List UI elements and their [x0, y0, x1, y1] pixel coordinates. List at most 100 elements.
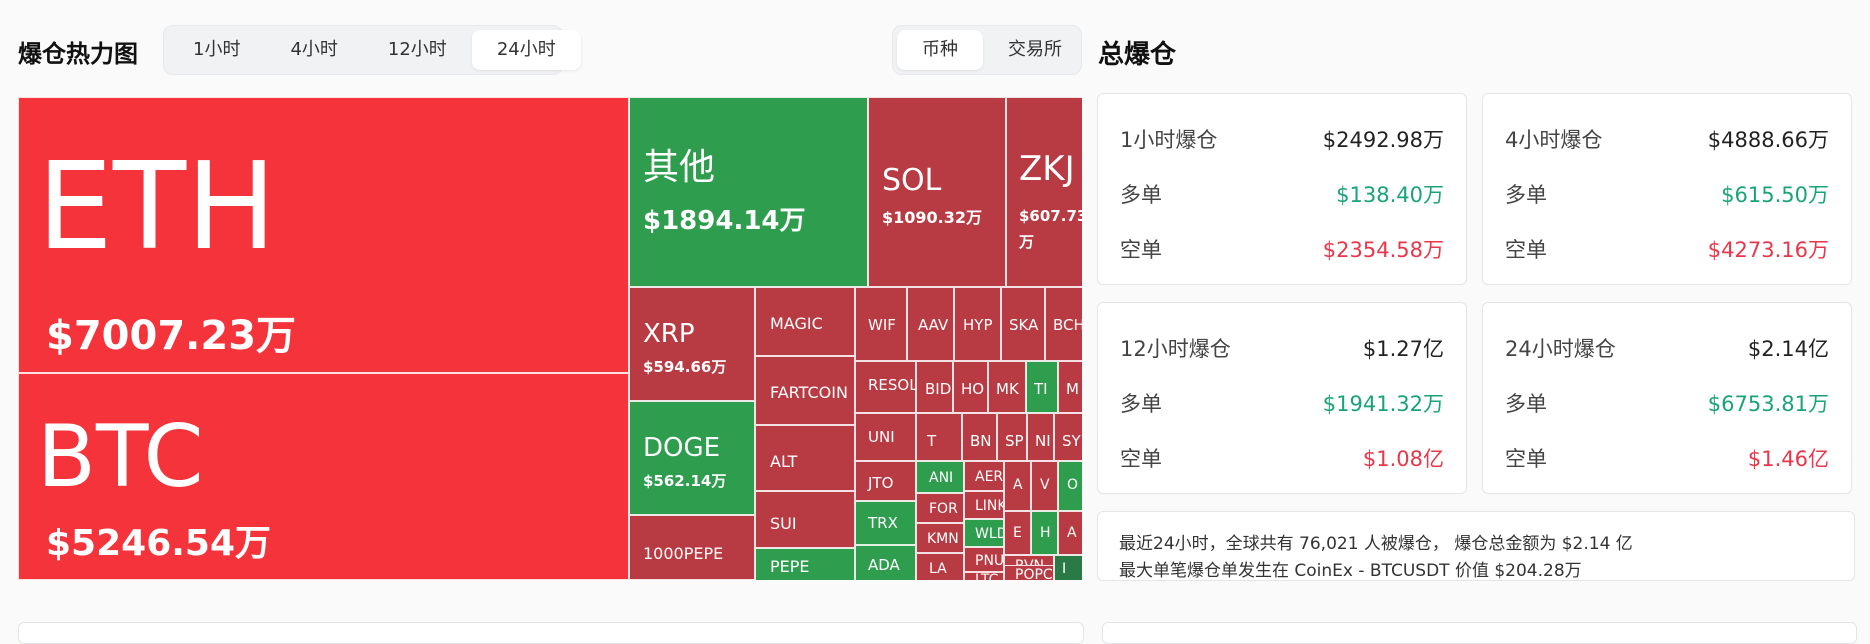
heatmap-tile[interactable]: WIF: [855, 287, 907, 361]
tab-12h[interactable]: 12小时: [387, 39, 447, 60]
long-label: 多单: [1505, 183, 1547, 207]
heatmap-tile[interactable]: DOGE $562.14万: [629, 401, 755, 515]
tile-symbol: H: [1040, 525, 1051, 541]
heatmap-tile[interactable]: BCH: [1045, 287, 1082, 361]
heatmap-tile[interactable]: HO: [953, 361, 988, 413]
tile-symbol: SOL: [882, 163, 942, 198]
tile-amount: $1894.14万: [643, 206, 806, 236]
card-title: 1小时爆仓: [1120, 128, 1218, 152]
heatmap-tile[interactable]: FOR: [916, 493, 964, 523]
heatmap-tile[interactable]: ADA: [855, 545, 916, 580]
tab-1h[interactable]: 1小时: [193, 39, 241, 60]
tile-symbol: SUI: [770, 514, 797, 533]
liquidation-heatmap: ETH $7007.23万 BTC $5246.54万 其他 $1894.14万 SOL $1…: [18, 97, 1082, 580]
tile-symbol: LTC: [975, 572, 999, 580]
heatmap-tile[interactable]: LTC: [964, 572, 1004, 580]
tile-amount: $562.14万: [643, 472, 727, 490]
long-value: $1941.32万: [1322, 392, 1444, 416]
tab-exchange[interactable]: 交易所: [1008, 39, 1062, 60]
tab-coin[interactable]: 币种: [897, 30, 983, 70]
heatmap-tile[interactable]: M: [1058, 361, 1082, 413]
tile-symbol: ADA: [868, 556, 900, 574]
tile-symbol: O: [1067, 477, 1079, 493]
heatmap-tile[interactable]: JTO: [855, 461, 916, 501]
heatmap-tile[interactable]: H: [1031, 511, 1058, 555]
heatmap-tile[interactable]: ANI: [916, 461, 964, 493]
tile-symbol: M: [1066, 380, 1079, 398]
heatmap-tile[interactable]: TRX: [855, 501, 916, 545]
tile-symbol: 其他: [643, 147, 716, 188]
short-label: 空单: [1120, 447, 1162, 471]
tile-symbol: 1000PEPE: [643, 544, 724, 563]
heatmap-tile[interactable]: RESOL: [855, 361, 916, 413]
tile-amount: $5246.54万: [46, 523, 272, 564]
heatmap-tile[interactable]: SY: [1054, 413, 1082, 461]
tile-symbol: LA: [929, 561, 947, 577]
heatmap-tile[interactable]: SOL $1090.32万: [868, 97, 1006, 287]
heatmap-tile[interactable]: TI: [1026, 361, 1058, 413]
short-value: $2354.58万: [1322, 238, 1444, 262]
tile-symbol: A: [1013, 477, 1023, 493]
heatmap-tile[interactable]: MK: [988, 361, 1026, 413]
tile-symbol: KMN: [927, 531, 959, 547]
card-total: $2492.98万: [1322, 128, 1444, 152]
heatmap-tile[interactable]: MAGIC: [755, 287, 855, 356]
heatmap-tile[interactable]: SKA: [1001, 287, 1045, 361]
heatmap-tile[interactable]: WLD: [964, 519, 1004, 547]
tile-symbol: NI: [1035, 432, 1051, 450]
heatmap-tile[interactable]: XRP $594.66万: [629, 287, 755, 401]
heatmap-tile[interactable]: ZKJ $607.73万: [1006, 97, 1082, 287]
tile-symbol: I: [1062, 561, 1067, 577]
heatmap-tile[interactable]: V: [1031, 461, 1058, 511]
heatmap-tile[interactable]: ALT: [755, 425, 855, 491]
heatmap-tile[interactable]: ETH $7007.23万: [18, 97, 629, 373]
heatmap-tile[interactable]: HYP: [954, 287, 1001, 361]
heatmap-tile[interactable]: LA: [916, 553, 964, 580]
tile-symbol: PNU: [975, 553, 1004, 569]
liquidation-page: 爆仓热力图 1小时 4小时 12小时 24小时 币种 交易所 ETH $7007.…: [18, 25, 1857, 644]
heatmap-tile[interactable]: AAV: [907, 287, 954, 361]
long-label: 多单: [1505, 392, 1547, 416]
heatmap-tile[interactable]: E: [1004, 511, 1031, 555]
short-label: 空单: [1120, 238, 1162, 262]
heatmap-tile[interactable]: O: [1058, 461, 1082, 511]
tile-symbol: HYP: [963, 316, 993, 334]
heatmap-tile[interactable]: BN: [962, 413, 997, 461]
heatmap-tile[interactable]: SUI: [755, 491, 855, 548]
tile-amount: $7007.23万: [46, 313, 297, 359]
group-tabs: 币种 交易所: [892, 25, 1082, 75]
tile-symbol: BN: [970, 432, 992, 450]
summary-line-2: 最大单笔爆仓单发生在 CoinEx - BTCUSDT 价值 $204.28万: [1119, 561, 1582, 581]
heatmap-tile[interactable]: AERO: [964, 461, 1004, 491]
tab-24h[interactable]: 24小时: [471, 30, 581, 70]
short-label: 空单: [1505, 447, 1547, 471]
heatmap-tile[interactable]: LINK: [964, 491, 1004, 519]
heatmap-tile[interactable]: I: [1054, 555, 1082, 580]
tile-amount: $594.66万: [643, 358, 727, 376]
tile-symbol: POPC: [1015, 567, 1053, 580]
heatmap-tile[interactable]: 1000PEPE: [629, 515, 755, 580]
heatmap-tile[interactable]: A: [1004, 461, 1031, 511]
tab-4h[interactable]: 4小时: [290, 39, 338, 60]
heatmap-tile[interactable]: PNU: [964, 547, 1004, 572]
heatmap-tile[interactable]: KMN: [916, 523, 964, 553]
heatmap-tile[interactable]: BID: [916, 361, 953, 413]
tile-symbol: WIF: [868, 316, 896, 334]
heatmap-tile[interactable]: BTC $5246.54万: [18, 373, 629, 580]
long-value: $138.40万: [1336, 183, 1444, 207]
heatmap-tile[interactable]: UNI: [855, 413, 916, 461]
heatmap-tile[interactable]: NI: [1027, 413, 1054, 461]
tile-symbol: SKA: [1009, 316, 1039, 334]
heatmap-tile[interactable]: A: [1058, 511, 1082, 555]
heatmap-tile[interactable]: T: [916, 413, 962, 461]
tile-symbol: ZKJ: [1019, 149, 1075, 189]
heatmap-title: 爆仓热力图: [18, 40, 138, 68]
heatmap-tile[interactable]: FARTCOIN: [755, 356, 855, 425]
tile-symbol: LINK: [975, 498, 1004, 514]
heatmap-tile[interactable]: PEPE: [755, 548, 855, 580]
heatmap-tile[interactable]: 其他 $1894.14万: [629, 97, 868, 287]
tile-symbol: ALT: [770, 452, 798, 471]
tile-symbol: A: [1067, 525, 1077, 541]
heatmap-tile[interactable]: SP: [997, 413, 1027, 461]
heatmap-tile[interactable]: POPC: [1004, 565, 1054, 580]
